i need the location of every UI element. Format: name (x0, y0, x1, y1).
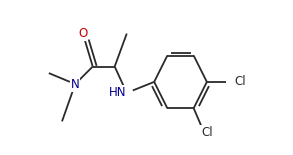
Text: Cl: Cl (234, 75, 246, 88)
Text: Cl: Cl (201, 126, 213, 139)
Text: N: N (71, 78, 80, 91)
Text: HN: HN (109, 86, 127, 99)
Text: O: O (78, 27, 88, 40)
